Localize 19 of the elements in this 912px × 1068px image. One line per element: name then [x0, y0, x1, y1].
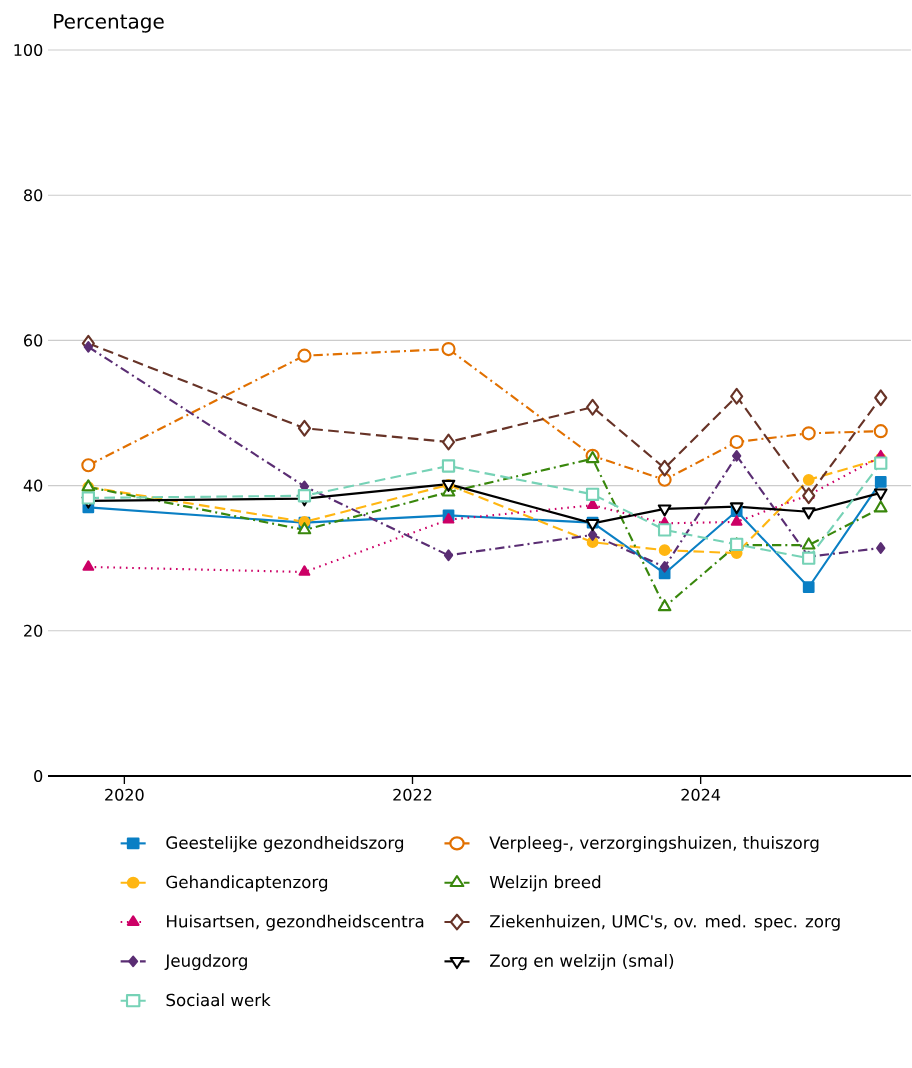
legend-label: Zorg en welzijn (smal): [489, 954, 674, 971]
y-tick-label: 80: [24, 189, 43, 202]
y-tick-label: 0: [34, 769, 43, 783]
legend-label: Geestelijke gezondheidszorg: [166, 836, 404, 853]
legend-label: Jeugdzorg: [164, 954, 247, 971]
x-tick-label: 2020: [105, 788, 144, 801]
y-tick-label: 20: [24, 624, 43, 637]
legend-label: Sociaal werk: [166, 993, 271, 1007]
legend-label: Welzijn breed: [489, 875, 601, 892]
legend-label: Huisartsen, gezondheidscentra: [167, 914, 424, 931]
y-tick-label: 40: [23, 479, 43, 492]
y-tick-label: 100: [14, 43, 43, 57]
x-tick-label: 2024: [681, 788, 721, 801]
legend-label: Gehandicaptenzorg: [166, 875, 328, 892]
legend-label: Verpleeg-, verzorgingshuizen, thuiszorg: [489, 836, 819, 853]
x-tick-label: 2022: [393, 788, 432, 801]
y-axis-title: Percentage: [54, 13, 164, 33]
legend-label: Ziekenhuizen, UMC's, ov. med. spec. zorg: [489, 914, 840, 931]
y-tick-label: 60: [24, 334, 43, 347]
